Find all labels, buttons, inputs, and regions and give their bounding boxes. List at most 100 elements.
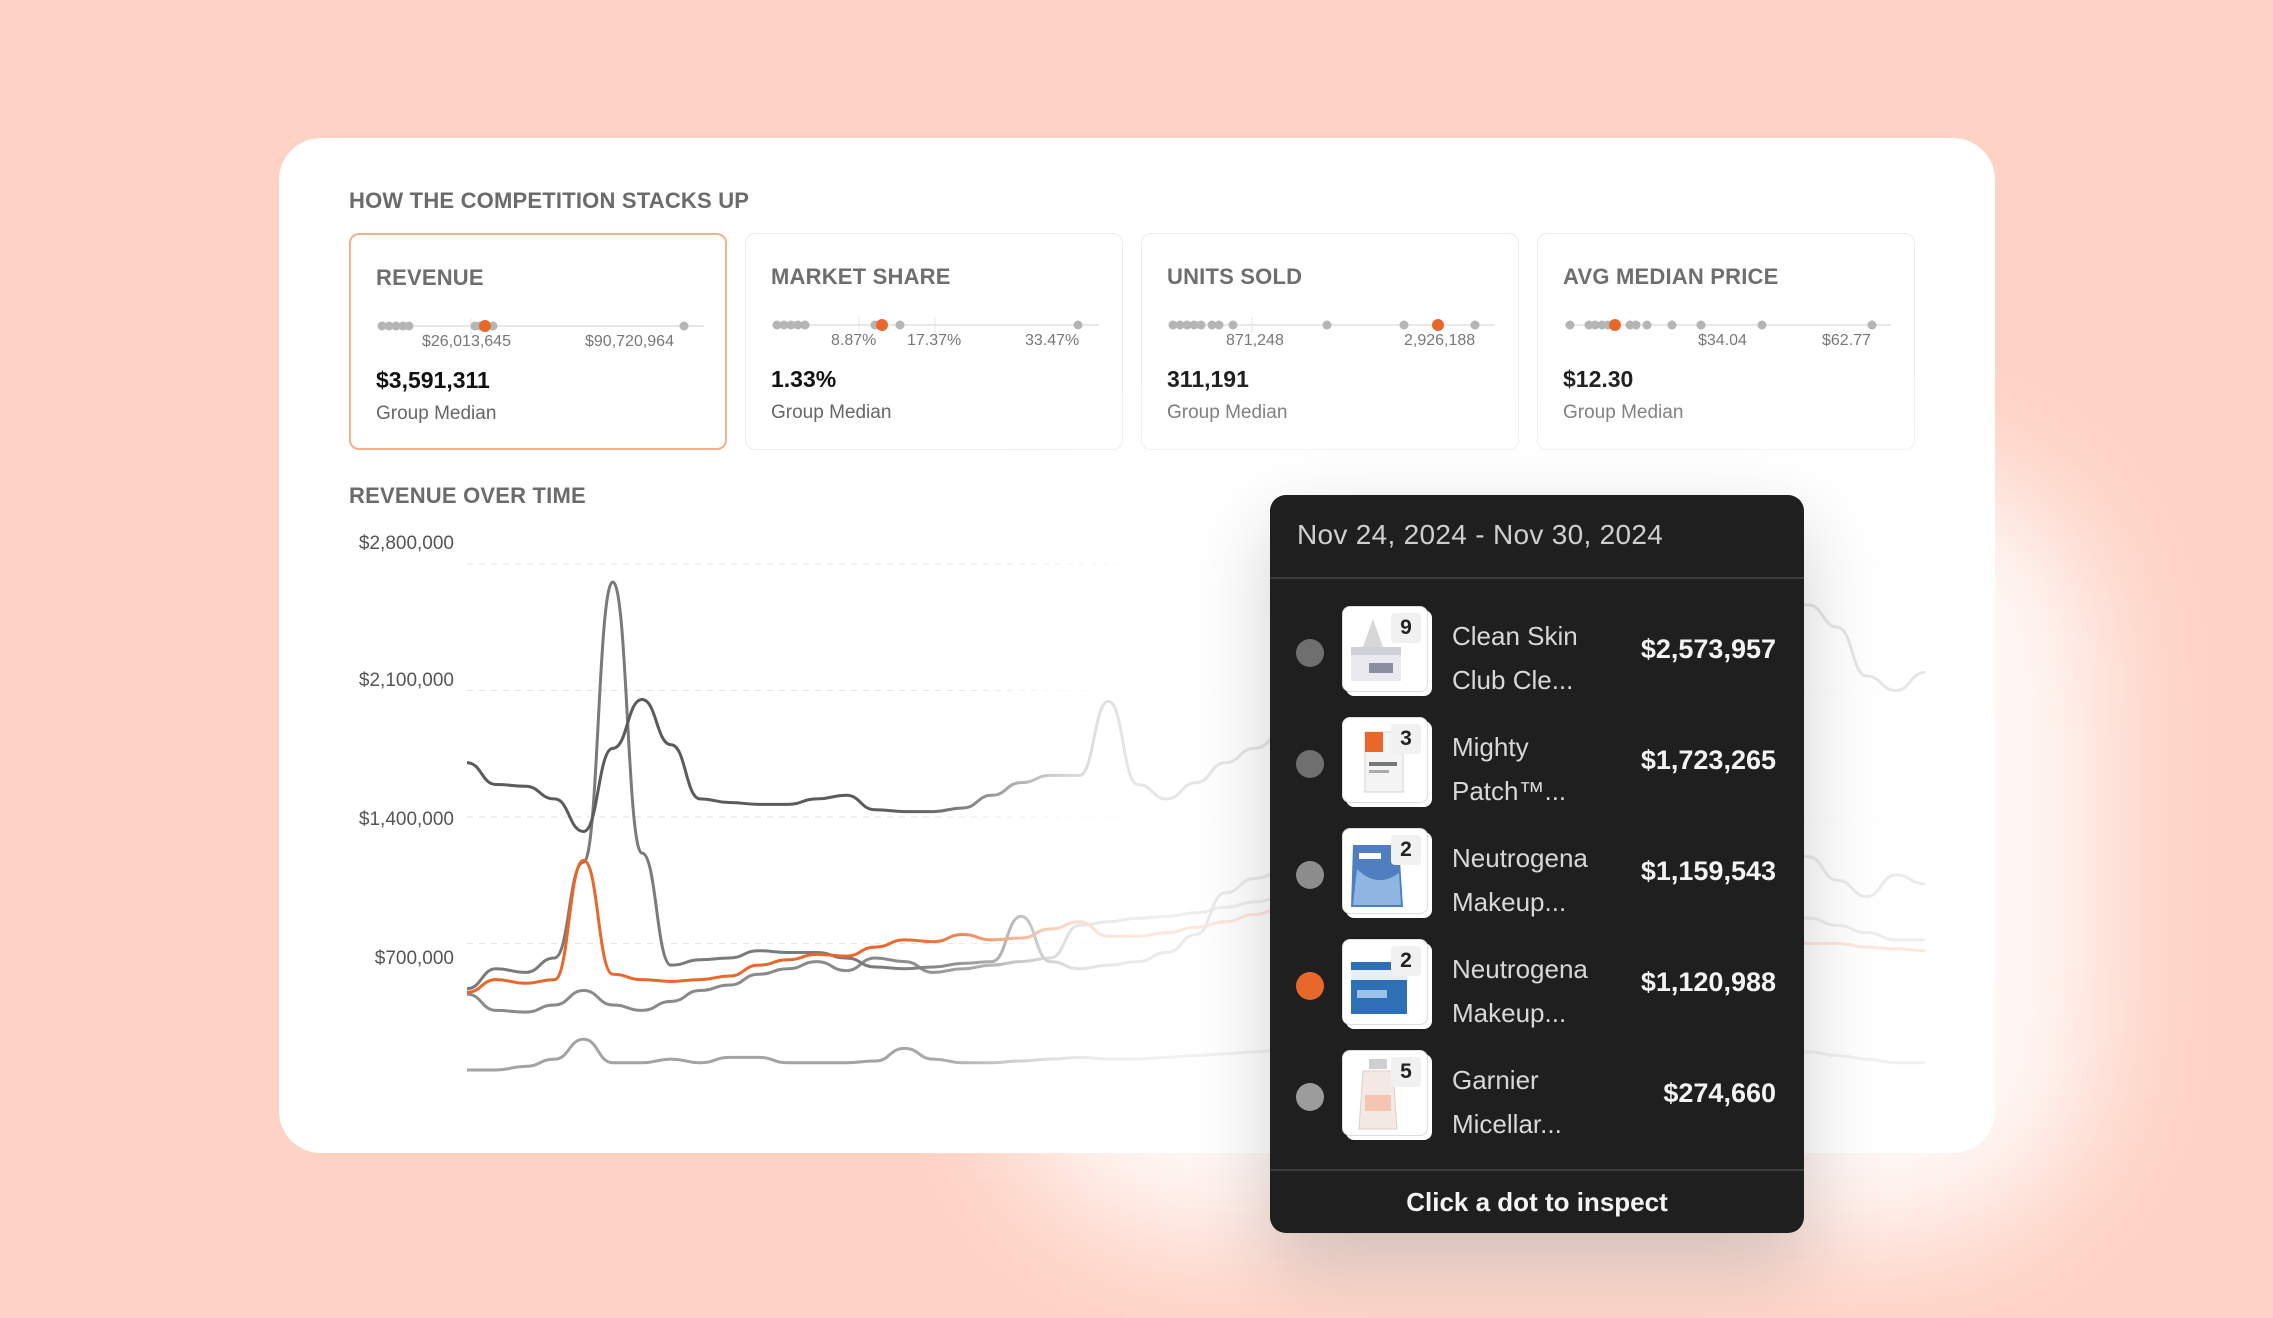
share-point [786,320,796,330]
series-dot[interactable] [1296,750,1324,778]
product-name: Mighty Patch™... [1452,732,1567,806]
product-revenue: $1,159,543 [1640,856,1776,886]
metric-card-avg-median-price[interactable]: AVG MEDIAN PRICE $34.04 $62.77 $12.30 Gr… [1537,233,1915,450]
revenue-point [377,321,387,331]
price-distribution-track [1565,319,1891,331]
revenue-point [679,321,689,331]
metric-card-units-sold[interactable]: UNITS SOLD 871,248 2,926,188 311,191 Gro… [1141,233,1519,450]
tick-label: $26,013,645 [422,333,511,350]
units-point [1175,320,1185,330]
y-tick-label: $2,800,000 [358,533,454,554]
revenue-over-time-heading: REVENUE OVER TIME [349,483,586,508]
chart-tooltip: Nov 24, 2024 - Nov 30, 2024 9 Clean Skin… [1270,495,1804,1233]
units-point [1189,320,1199,330]
product-box-icon [1351,619,1401,681]
product-name: Neutrogena Makeup... [1452,843,1588,917]
units-point [1322,320,1332,330]
price-point [1590,320,1600,330]
metric-card-market-share[interactable]: MARKET SHARE 8.87% 17.37% 33.47% 1.33% G… [745,233,1123,450]
units-point [1196,320,1206,330]
series-dot-selected[interactable] [1296,972,1324,1000]
variant-count-badge: 3 [1391,724,1421,754]
share-point [793,320,803,330]
product-name: Garnier Micellar... [1452,1065,1562,1139]
share-point [1073,320,1083,330]
variant-count-badge: 5 [1391,1057,1421,1087]
tick-label: $34.04 [1698,332,1747,349]
series-dot[interactable] [1296,861,1324,889]
share-selected-point [876,319,888,331]
metric-value: $3,591,311 [376,367,490,393]
y-tick-label: $2,100,000 [358,670,454,691]
tooltip-row[interactable]: 9 Clean Skin Club Cle... $2,573,957 [1270,598,1804,708]
metric-value: 311,191 [1167,366,1249,392]
revenue-selected-point [479,320,491,332]
price-point [1631,320,1641,330]
revenue-point [384,321,394,331]
market-share-distribution-track [772,317,1099,333]
metric-label: MARKET SHARE [771,264,951,289]
metric-label: UNITS SOLD [1167,264,1303,289]
metric-sub: Group Median [1167,402,1288,423]
price-point [1757,320,1767,330]
metric-card-revenue[interactable]: REVENUE $26,013,645 $90,720,964 $3,591,3… [349,233,727,450]
share-point [772,320,782,330]
variant-count-badge: 2 [1391,835,1421,865]
product-thumbnail: 2 [1342,828,1428,914]
tooltip-divider [1270,1169,1804,1171]
revenue-distribution-track [377,318,704,334]
tooltip-row[interactable]: 2 Neutrogena Makeup... $1,159,543 [1270,820,1804,930]
competition-heading: HOW THE COMPETITION STACKS UP [349,188,750,213]
y-tick-label: $1,400,000 [358,809,454,830]
tick-label: 2,926,188 [1404,332,1476,349]
product-thumbnail: 2 [1342,939,1428,1025]
units-point [1207,320,1217,330]
series-dot[interactable] [1296,1083,1324,1111]
metric-sub: Group Median [771,402,892,423]
metric-sub: Group Median [1563,402,1684,423]
product-thumbnail: 9 [1342,606,1428,692]
metric-label: REVENUE [376,265,484,290]
tooltip-date-range: Nov 24, 2024 - Nov 30, 2024 [1297,519,1664,550]
tooltip-row[interactable]: 3 Mighty Patch™... $1,723,265 [1270,709,1804,819]
product-revenue: $1,723,265 [1640,745,1776,775]
tick-label: 8.87% [831,332,877,349]
variant-count-badge: 2 [1391,946,1421,976]
product-revenue: $274,660 [1663,1078,1776,1108]
tick-label: 17.37% [907,332,962,349]
metric-sub: Group Median [376,403,497,424]
product-thumbnail: 5 [1342,1050,1428,1136]
price-point [1565,320,1575,330]
product-bottle-icon [1358,1059,1398,1130]
product-pouch-icon [1351,845,1403,907]
units-selected-point [1432,319,1444,331]
price-point [1867,320,1877,330]
units-point [1399,320,1409,330]
share-point [779,320,789,330]
units-point [1228,320,1238,330]
share-point [895,320,905,330]
revenue-point [391,321,401,331]
units-point [1168,320,1178,330]
tick-label: 33.47% [1025,332,1080,349]
tick-label: $90,720,964 [585,333,674,350]
series-dot[interactable] [1296,639,1324,667]
metric-value: 1.33% [771,366,837,392]
product-thumbnail: 3 [1342,717,1428,803]
price-point [1696,320,1706,330]
product-revenue: $1,120,988 [1640,967,1776,997]
tick-label: 871,248 [1226,332,1284,349]
tooltip-divider [1270,577,1804,579]
product-name: Neutrogena Makeup... [1452,954,1588,1028]
metric-value: $12.30 [1563,366,1634,392]
price-point [1667,320,1677,330]
revenue-point [404,321,414,331]
units-distribution-track [1168,317,1495,333]
price-point [1642,320,1652,330]
tooltip-row[interactable]: 5 Garnier Micellar... $274,660 [1270,1042,1804,1152]
product-name: Clean Skin Club Cle... [1452,621,1578,695]
product-revenue: $2,573,957 [1640,634,1776,664]
price-selected-point [1609,319,1621,331]
metric-label: AVG MEDIAN PRICE [1563,264,1779,289]
tooltip-row[interactable]: 2 Neutrogena Makeup... $1,120,988 [1270,931,1804,1041]
